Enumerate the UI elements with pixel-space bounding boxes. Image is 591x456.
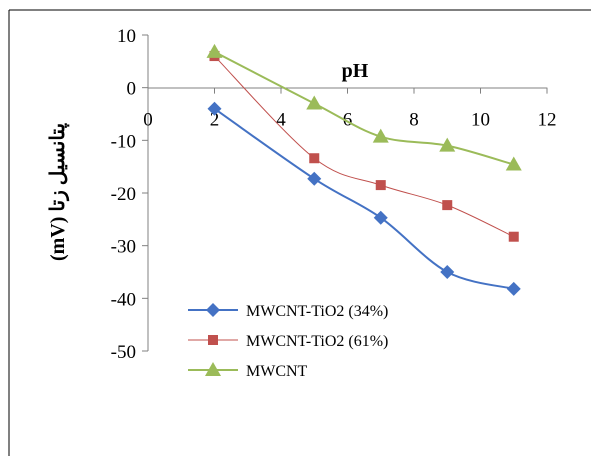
data-point [372,128,389,143]
x-tick-label: 0 [143,110,153,131]
x-tick-label: 4 [276,110,286,131]
y-tick-label: 10 [117,26,136,47]
y-axis-ticks: 10 0 -10 -20 -30 -40 -50 [111,26,148,363]
x-tick-label: 10 [471,110,490,131]
y-axis-title: (mV) پتانسیل زتا [47,123,70,261]
data-point [307,171,322,186]
series-line [213,107,514,290]
series-0 [207,101,521,296]
data-point [440,265,455,279]
x-tick-label: 6 [343,110,353,131]
data-point [207,101,222,116]
data-point [373,210,388,225]
x-axis-title: pH [342,60,369,82]
data-point [206,43,223,58]
legend: MWCNT-TiO2 (34%) MWCNT-TiO2 (61%) MWCNT [188,303,388,380]
data-point [306,95,323,110]
y-tick-label: 0 [127,79,137,100]
legend-marker [208,335,218,345]
y-tick-label: -10 [111,131,136,152]
legend-item: MWCNT-TiO2 (61%) [188,333,388,350]
series-line [214,55,514,238]
data-point [375,180,386,191]
data-point [506,281,521,296]
data-point [309,153,320,164]
y-tick-label: -40 [111,289,136,310]
x-tick-label: 12 [538,110,557,131]
legend-marker [205,362,221,376]
x-tick-label: 8 [409,110,419,131]
legend-label: MWCNT-TiO2 (34%) [246,303,388,320]
y-tick-label: -20 [111,184,136,205]
legend-label: MWCNT [246,363,308,380]
data-point [505,156,522,171]
legend-marker [206,303,220,317]
y-tick-label: -30 [111,237,136,258]
series-layer [206,43,522,296]
x-tick-label: 2 [210,110,220,131]
legend-label: MWCNT-TiO2 (61%) [246,333,388,350]
y-tick-label: -50 [111,342,136,363]
data-point [439,137,456,152]
series-2 [206,43,522,171]
data-point [508,231,519,242]
x-axis-ticks: 0 2 4 6 8 10 12 [143,87,557,131]
data-point [442,200,453,211]
legend-item: MWCNT [188,362,308,380]
legend-item: MWCNT-TiO2 (34%) [188,303,388,320]
